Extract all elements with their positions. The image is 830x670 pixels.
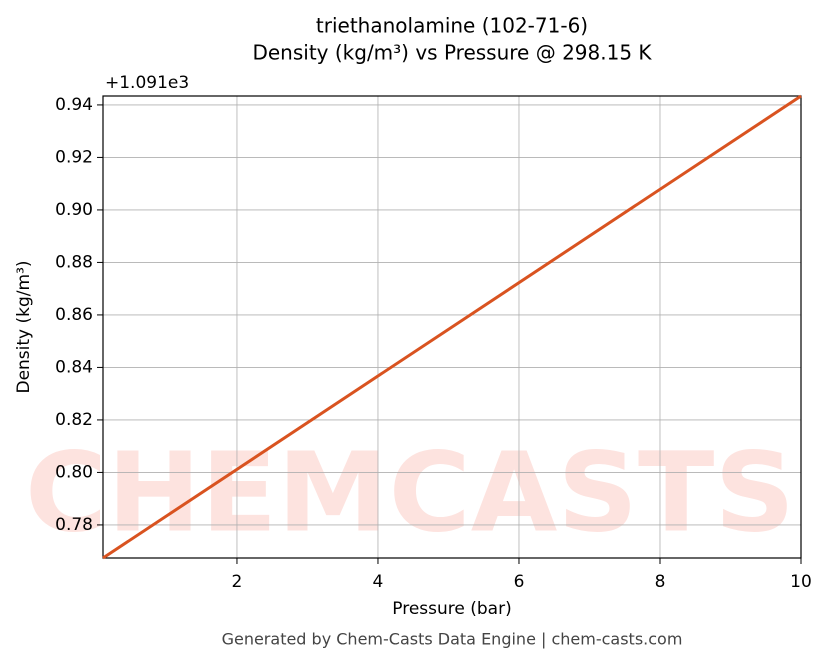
y-tick-label: 0.86 xyxy=(55,305,93,325)
x-tick-label: 4 xyxy=(373,572,384,592)
data-line xyxy=(102,94,802,560)
chart-subtitle: Density (kg/m³) vs Pressure @ 298.15 K xyxy=(252,41,652,65)
footer: Generated by Chem-Casts Data Engine | ch… xyxy=(222,630,683,649)
y-tick-label: 0.92 xyxy=(55,147,93,167)
watermark: CHEMCASTS xyxy=(25,428,795,556)
y-tick-label: 0.80 xyxy=(55,462,93,482)
x-tick-label: 6 xyxy=(514,572,525,592)
y-tick-label: 0.84 xyxy=(55,357,93,377)
x-tick-label: 2 xyxy=(232,572,243,592)
y-tick-label: 0.94 xyxy=(55,95,93,115)
y-tick-label: 0.78 xyxy=(55,515,93,535)
x-tick-label: 10 xyxy=(790,572,812,592)
x-tick-label: 8 xyxy=(655,572,666,592)
y-axis-label: Density (kg/m³) xyxy=(14,260,34,393)
chart-title: triethanolamine (102-71-6) xyxy=(316,14,588,38)
y-tick-label: 0.88 xyxy=(55,252,93,272)
x-axis-label: Pressure (bar) xyxy=(392,599,511,619)
y-tick-label: 0.90 xyxy=(55,200,93,220)
y-tick-label: 0.82 xyxy=(55,410,93,430)
y-offset-label: +1.091e3 xyxy=(105,73,189,93)
plot-frame xyxy=(102,95,802,559)
